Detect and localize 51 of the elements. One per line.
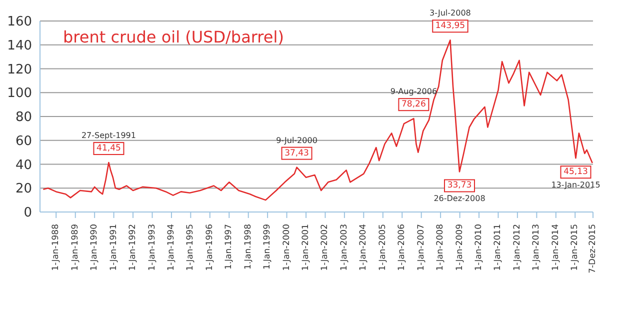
x-tick-label: 1-Jan-2002 <box>320 224 330 271</box>
x-tick-label: 1-Jan-1996 <box>204 224 215 271</box>
x-tick-label: 1-Jan-1989 <box>70 224 80 271</box>
x-tick-label: 1-Jan-2014 <box>550 224 561 271</box>
y-tick-label: 20 <box>15 182 32 197</box>
chart-title: brent crude oil (USD/barrel) <box>63 28 284 46</box>
annotation: 26-Dez-2008 <box>434 194 486 204</box>
annotation: 37,43 <box>284 148 309 158</box>
x-tick-label: 1-Jan-2010 <box>474 224 484 271</box>
annotation: 78,26 <box>402 100 426 110</box>
annotation: 27-Sept-1991 <box>81 131 136 140</box>
x-tick-label: 1.Jan.1997 <box>224 224 234 270</box>
y-tick-label: 120 <box>7 62 32 78</box>
y-tick-label: 140 <box>7 38 32 54</box>
x-tick-label: 1.Jan.1999 <box>262 224 273 270</box>
x-tick-label: 1-Jan-2004 <box>358 224 369 271</box>
annotation: 33,73 <box>447 180 472 191</box>
annotation: 13-Jan-2015 <box>551 180 600 190</box>
x-tick-label: 1-Jan-2000 <box>282 224 292 271</box>
x-tick-label: 1-Jan-1995 <box>186 224 196 271</box>
x-tick-label: 1-Jan-2008 <box>436 224 446 271</box>
y-tick-label: 100 <box>7 86 32 102</box>
x-tick-label: 7-Dez-2015 <box>588 224 598 274</box>
y-tick-label: 40 <box>15 158 32 173</box>
x-tick-label: 1-Jan-2011 <box>493 224 504 271</box>
x-tick-label: 1-Jan-2007 <box>416 224 426 271</box>
y-tick-label: 0 <box>24 206 32 221</box>
x-tick-label: 1-Jan-1993 <box>147 224 158 271</box>
x-tick-label: 1-Jan-2012 <box>512 224 522 271</box>
annotation: 9-Jul-2000 <box>276 136 318 145</box>
x-tick-label: 1-Jan-2013 <box>532 224 542 271</box>
x-tick-label: 1-Jan-1991 <box>108 224 119 271</box>
x-tick-label: 1.Jan.1998 <box>243 224 254 270</box>
annotation: 9-Aug-2006 <box>390 87 438 96</box>
x-tick-label: 1-Jan-2005 <box>378 224 388 271</box>
x-tick-label: 1-Jan-1994 <box>166 224 176 271</box>
x-tick-label: 1-Jan-2006 <box>397 224 408 271</box>
x-tick-label: 1-Jan-2009 <box>454 224 465 271</box>
x-tick-label: 1-Jan-2001 <box>301 224 312 271</box>
x-tick-label: 1-Jan-2003 <box>339 224 350 271</box>
annotation: 41,45 <box>96 144 121 154</box>
x-tick-label: 1-Jan-1992 <box>128 224 138 271</box>
annotation: 45,13 <box>564 167 588 178</box>
annotation: 143,95 <box>435 21 466 32</box>
y-tick-label: 60 <box>15 134 32 149</box>
x-tick-label: 1-Jan-1990 <box>90 224 100 271</box>
x-tick-label: 1-Jan-1988 <box>51 224 62 271</box>
y-tick-label: 80 <box>15 110 32 126</box>
annotation: 3-Jul-2008 <box>430 8 471 18</box>
y-tick-label: 160 <box>7 14 32 30</box>
x-tick-label: 1-Jan-2015 <box>570 224 580 271</box>
